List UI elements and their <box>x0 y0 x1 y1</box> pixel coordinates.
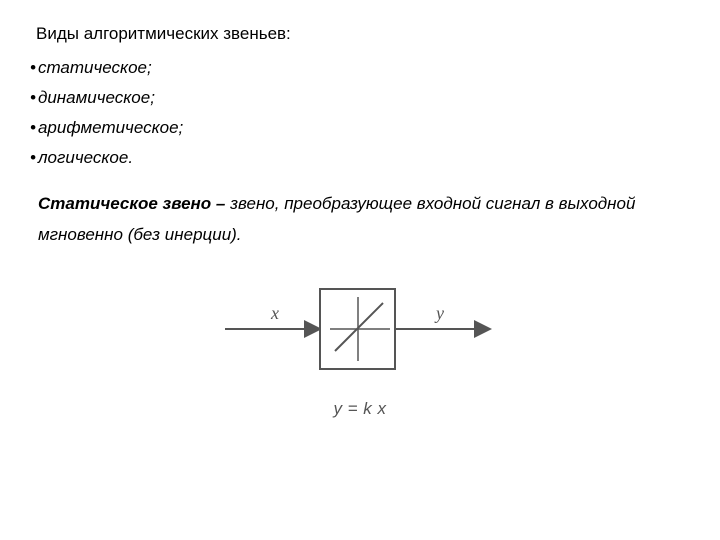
svg-text:y: y <box>434 303 444 323</box>
definition-paragraph: Статическое звено – звено, преобразующее… <box>38 188 690 251</box>
list-item: динамическое; <box>30 88 690 108</box>
definition-term: Статическое звено – <box>38 194 230 213</box>
list-item: логическое. <box>30 148 690 168</box>
svg-text:x: x <box>270 303 279 323</box>
diagram-container: xy y = k x <box>30 279 690 419</box>
block-diagram: xy <box>215 279 505 389</box>
list-item: статическое; <box>30 58 690 78</box>
types-list: статическое; динамическое; арифметическо… <box>30 58 690 168</box>
list-item: арифметическое; <box>30 118 690 138</box>
diagram-formula: y = k x <box>333 399 386 419</box>
heading: Виды алгоритмических звеньев: <box>36 24 690 44</box>
